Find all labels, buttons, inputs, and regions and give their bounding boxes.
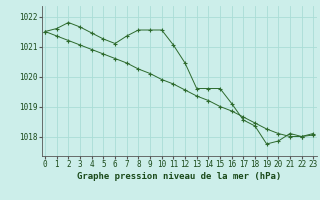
X-axis label: Graphe pression niveau de la mer (hPa): Graphe pression niveau de la mer (hPa) xyxy=(77,172,281,181)
